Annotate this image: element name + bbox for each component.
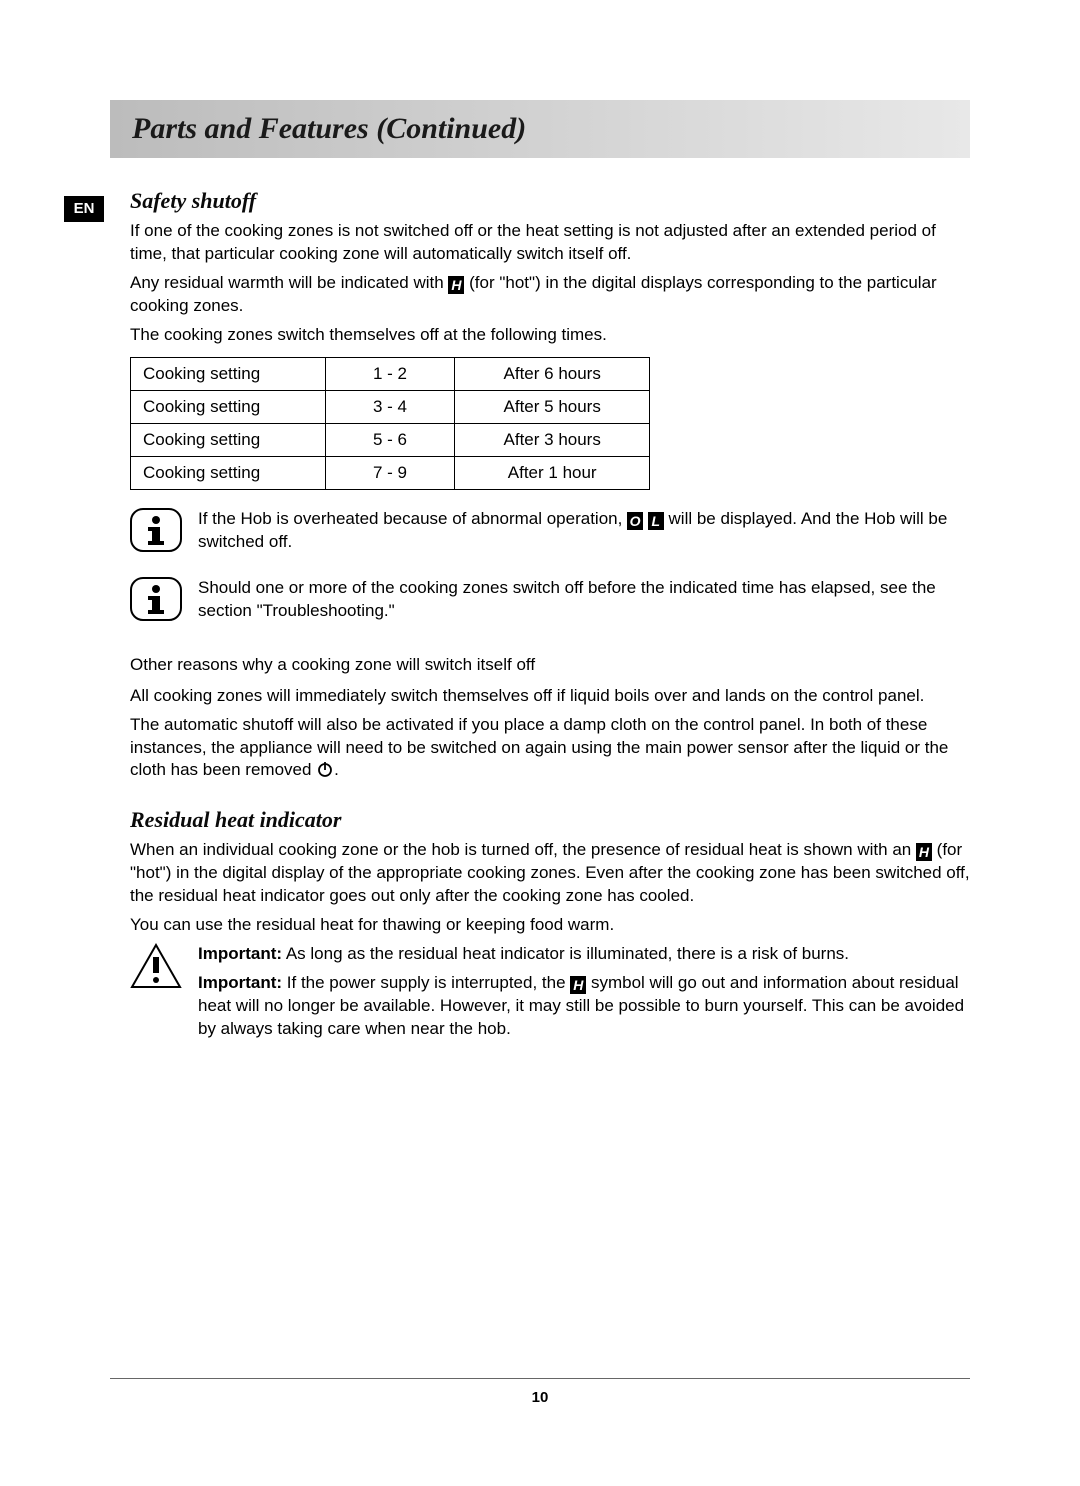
safety-p2: Any residual warmth will be indicated wi… bbox=[130, 272, 970, 318]
cell-label: Cooking setting bbox=[131, 357, 326, 390]
text: Any residual warmth will be indicated wi… bbox=[130, 273, 448, 292]
warning-block: Important: As long as the residual heat … bbox=[130, 943, 970, 1047]
info-icon bbox=[130, 577, 182, 626]
cell-range: 5 - 6 bbox=[325, 423, 455, 456]
warning-icon bbox=[130, 943, 182, 996]
cell-range: 3 - 4 bbox=[325, 390, 455, 423]
hot-glyph-icon: H bbox=[570, 976, 586, 994]
note-text: Should one or more of the cooking zones … bbox=[198, 577, 970, 623]
cell-time: After 6 hours bbox=[455, 357, 650, 390]
residual-heading: Residual heat indicator bbox=[130, 807, 970, 833]
hot-glyph-icon: H bbox=[448, 276, 464, 294]
warning-text: Important: As long as the residual heat … bbox=[198, 943, 970, 1047]
text: If the Hob is overheated because of abno… bbox=[198, 509, 627, 528]
other-p2: The automatic shutoff will also be activ… bbox=[130, 714, 970, 786]
note-text: If the Hob is overheated because of abno… bbox=[198, 508, 970, 554]
table-row: Cooking setting 3 - 4 After 5 hours bbox=[131, 390, 650, 423]
safety-p3: The cooking zones switch themselves off … bbox=[130, 324, 970, 347]
safety-heading: Safety shutoff bbox=[130, 188, 970, 214]
safety-p1: If one of the cooking zones is not switc… bbox=[130, 220, 970, 266]
other-subhead: Other reasons why a cooking zone will sw… bbox=[130, 654, 970, 677]
title-bar: Parts and Features (Continued) bbox=[110, 100, 970, 158]
text: If the power supply is interrupted, the bbox=[282, 973, 570, 992]
table-row: Cooking setting 5 - 6 After 3 hours bbox=[131, 423, 650, 456]
power-icon bbox=[316, 760, 334, 785]
residual-p2: You can use the residual heat for thawin… bbox=[130, 914, 970, 937]
text: When an individual cooking zone or the h… bbox=[130, 840, 916, 859]
main-content: Safety shutoff If one of the cooking zon… bbox=[130, 188, 970, 1047]
language-badge: EN bbox=[64, 196, 104, 222]
cell-label: Cooking setting bbox=[131, 423, 326, 456]
cell-label: Cooking setting bbox=[131, 390, 326, 423]
table-row: Cooking setting 1 - 2 After 6 hours bbox=[131, 357, 650, 390]
glyph-l-icon: L bbox=[648, 512, 664, 530]
text: . bbox=[334, 760, 339, 779]
other-p1: All cooking zones will immediately switc… bbox=[130, 685, 970, 708]
table-row: Cooking setting 7 - 9 After 1 hour bbox=[131, 456, 650, 489]
text: Should one or more of the cooking zones … bbox=[198, 577, 970, 623]
residual-p1: When an individual cooking zone or the h… bbox=[130, 839, 970, 908]
cell-range: 1 - 2 bbox=[325, 357, 455, 390]
page-footer: 10 bbox=[110, 1378, 970, 1406]
text: As long as the residual heat indicator i… bbox=[282, 944, 849, 963]
footer-rule bbox=[110, 1378, 970, 1379]
cell-label: Cooking setting bbox=[131, 456, 326, 489]
cell-time: After 1 hour bbox=[455, 456, 650, 489]
cell-time: After 5 hours bbox=[455, 390, 650, 423]
info-icon bbox=[130, 508, 182, 557]
info-note-1: If the Hob is overheated because of abno… bbox=[130, 508, 970, 557]
glyph-o-icon: O bbox=[627, 512, 643, 530]
warn-line-2: Important: If the power supply is interr… bbox=[198, 972, 970, 1041]
info-note-2: Should one or more of the cooking zones … bbox=[130, 577, 970, 626]
page: Parts and Features (Continued) EN Safety… bbox=[0, 0, 1080, 1107]
page-title: Parts and Features (Continued) bbox=[132, 112, 948, 146]
warn-line-1: Important: As long as the residual heat … bbox=[198, 943, 970, 966]
important-label: Important: bbox=[198, 944, 282, 963]
hot-glyph-icon: H bbox=[916, 843, 932, 861]
page-number: 10 bbox=[110, 1389, 970, 1406]
cell-time: After 3 hours bbox=[455, 423, 650, 456]
important-label: Important: bbox=[198, 973, 282, 992]
cell-range: 7 - 9 bbox=[325, 456, 455, 489]
shutoff-table: Cooking setting 1 - 2 After 6 hours Cook… bbox=[130, 357, 650, 490]
text: The automatic shutoff will also be activ… bbox=[130, 715, 948, 780]
